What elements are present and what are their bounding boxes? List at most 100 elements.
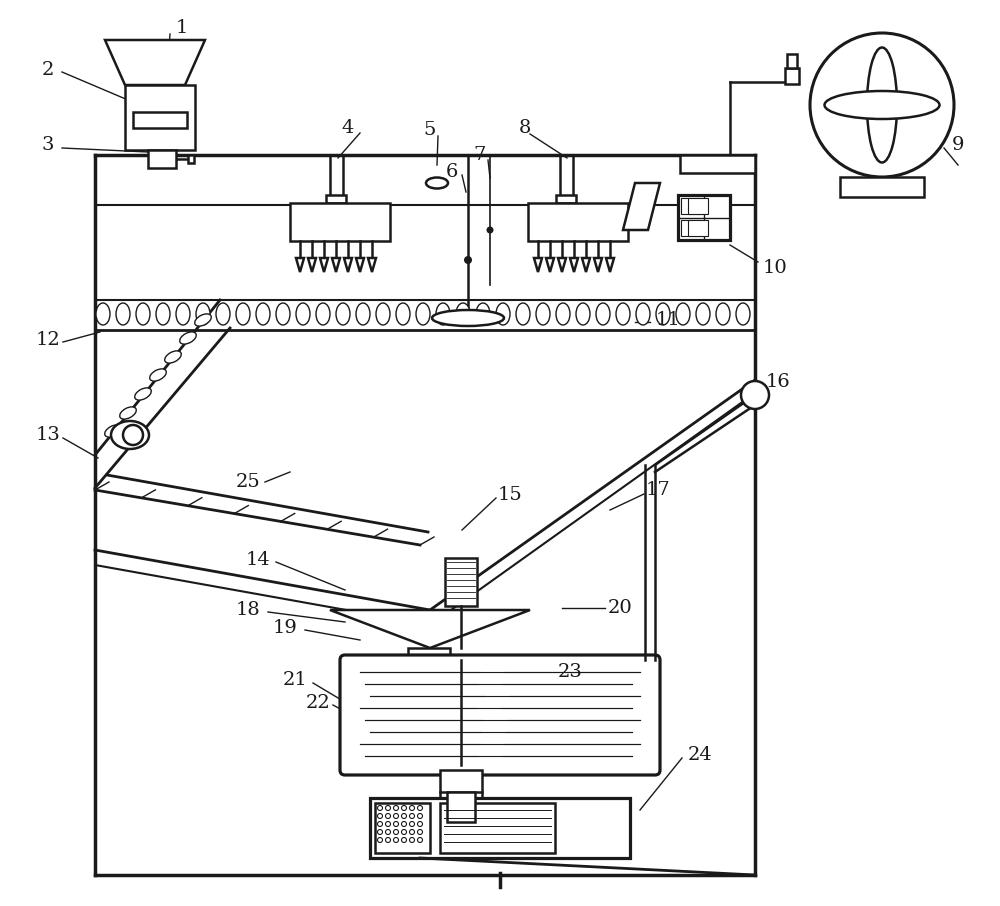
Bar — [681, 198, 701, 214]
Polygon shape — [534, 258, 542, 272]
Ellipse shape — [496, 303, 510, 325]
Text: 23: 23 — [558, 663, 582, 681]
Text: 19: 19 — [273, 619, 297, 637]
Circle shape — [410, 814, 415, 818]
Text: 5: 5 — [424, 121, 436, 139]
Polygon shape — [105, 40, 205, 85]
Ellipse shape — [336, 303, 350, 325]
Ellipse shape — [536, 303, 550, 325]
Circle shape — [418, 814, 422, 818]
Text: 15: 15 — [498, 486, 522, 504]
FancyBboxPatch shape — [340, 655, 660, 775]
Ellipse shape — [236, 303, 250, 325]
Ellipse shape — [432, 310, 504, 326]
Bar — [375, 803, 430, 853]
Bar — [840, 177, 924, 197]
Bar — [148, 150, 176, 168]
Polygon shape — [594, 258, 602, 272]
Text: 16: 16 — [766, 373, 790, 391]
Text: 22: 22 — [306, 694, 330, 712]
Ellipse shape — [135, 388, 151, 400]
Ellipse shape — [656, 303, 670, 325]
Polygon shape — [296, 258, 304, 272]
Ellipse shape — [456, 303, 470, 325]
Circle shape — [394, 822, 398, 826]
Text: 8: 8 — [519, 119, 531, 137]
Circle shape — [402, 837, 406, 843]
Bar — [678, 195, 730, 240]
Polygon shape — [330, 610, 530, 648]
Bar — [680, 155, 755, 173]
Circle shape — [741, 381, 769, 409]
Circle shape — [402, 822, 406, 826]
Circle shape — [410, 822, 415, 826]
Text: 17: 17 — [646, 481, 670, 499]
Circle shape — [378, 830, 382, 834]
Ellipse shape — [416, 303, 430, 325]
Text: 4: 4 — [342, 119, 354, 137]
Ellipse shape — [616, 303, 630, 325]
Text: 18: 18 — [236, 601, 260, 619]
Bar — [370, 798, 630, 858]
Ellipse shape — [636, 303, 650, 325]
Bar — [447, 792, 475, 822]
Text: 21: 21 — [283, 671, 307, 689]
Circle shape — [378, 822, 382, 826]
Circle shape — [402, 814, 406, 818]
Circle shape — [418, 822, 422, 826]
Circle shape — [402, 805, 406, 811]
Circle shape — [464, 256, 472, 264]
Ellipse shape — [195, 313, 211, 326]
Ellipse shape — [476, 303, 490, 325]
Bar — [688, 220, 708, 236]
Circle shape — [410, 805, 415, 811]
Bar — [408, 648, 450, 676]
Circle shape — [123, 425, 143, 445]
Polygon shape — [368, 258, 376, 272]
Text: 6: 6 — [446, 163, 458, 181]
Text: 3: 3 — [42, 136, 54, 154]
Text: 24: 24 — [688, 746, 712, 764]
Ellipse shape — [111, 421, 149, 449]
Ellipse shape — [165, 351, 181, 363]
Circle shape — [378, 805, 382, 811]
Bar — [440, 770, 482, 792]
Ellipse shape — [316, 303, 330, 325]
Ellipse shape — [676, 303, 690, 325]
Polygon shape — [308, 258, 316, 272]
Ellipse shape — [180, 332, 196, 344]
Circle shape — [386, 830, 390, 834]
Polygon shape — [320, 258, 328, 272]
Text: 10: 10 — [763, 259, 787, 277]
Circle shape — [394, 837, 398, 843]
Ellipse shape — [516, 303, 530, 325]
Bar — [125, 85, 195, 150]
Ellipse shape — [576, 303, 590, 325]
Circle shape — [418, 805, 422, 811]
Circle shape — [410, 830, 415, 834]
Circle shape — [402, 830, 406, 834]
Polygon shape — [623, 183, 660, 230]
Text: 25: 25 — [236, 473, 260, 491]
Text: 7: 7 — [474, 146, 486, 164]
Bar — [785, 68, 799, 84]
Circle shape — [394, 805, 398, 811]
Circle shape — [394, 814, 398, 818]
Ellipse shape — [396, 303, 410, 325]
Text: 2: 2 — [42, 61, 54, 79]
Circle shape — [418, 830, 422, 834]
Text: 20: 20 — [608, 599, 632, 617]
Ellipse shape — [276, 303, 290, 325]
Ellipse shape — [116, 303, 130, 325]
Ellipse shape — [136, 303, 150, 325]
Text: 9: 9 — [952, 136, 964, 154]
Ellipse shape — [196, 303, 210, 325]
Circle shape — [410, 837, 415, 843]
Polygon shape — [546, 258, 554, 272]
Ellipse shape — [156, 303, 170, 325]
Bar — [787, 54, 797, 68]
Circle shape — [386, 822, 390, 826]
Ellipse shape — [436, 303, 450, 325]
Bar — [290, 203, 390, 241]
Ellipse shape — [356, 303, 370, 325]
